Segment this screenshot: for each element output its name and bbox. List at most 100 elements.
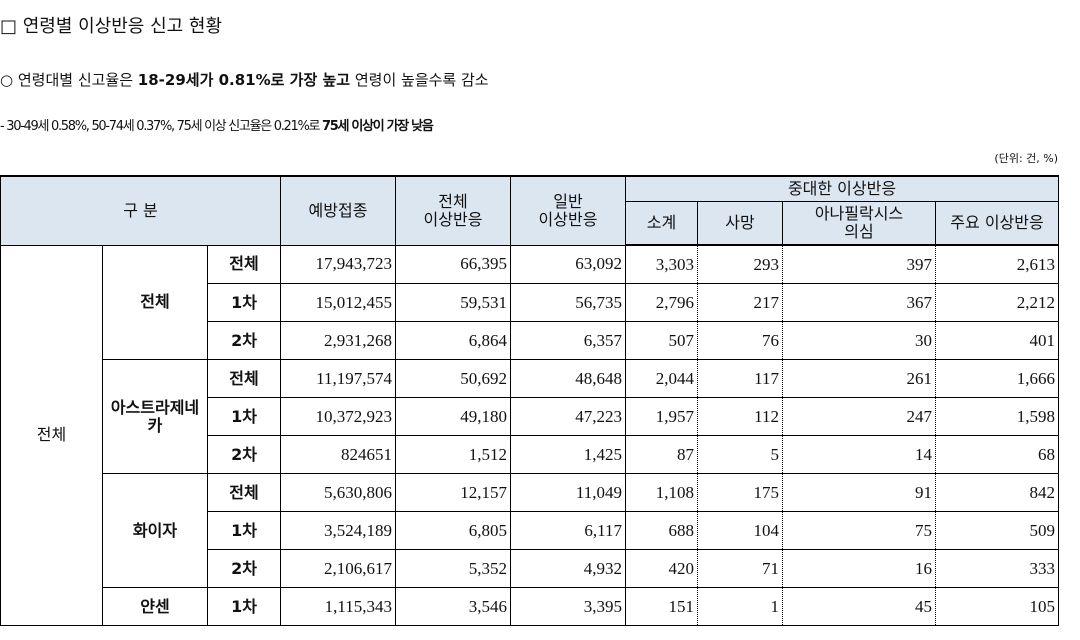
value-cell: 2,796 bbox=[625, 283, 698, 322]
value-cell: 112 bbox=[697, 397, 783, 436]
group-cell: 전체 bbox=[0, 244, 103, 626]
value-cell: 87 bbox=[625, 435, 698, 474]
header-cell: 전체 이상반응 bbox=[395, 175, 511, 246]
vaccine-cell: 아스트라제네 카 bbox=[102, 359, 208, 474]
value-cell: 509 bbox=[934, 511, 1060, 550]
vaccine-cell: 화이자 bbox=[102, 473, 208, 588]
header-cell: 구 분 bbox=[0, 175, 281, 246]
value-cell: 71 bbox=[697, 549, 783, 588]
dose-cell: 전체 bbox=[207, 359, 281, 398]
detail-text: - 30-49세 0.58%, 50-74세 0.37%, 75세 이상 신고율… bbox=[0, 119, 323, 134]
value-cell: 56,735 bbox=[510, 283, 626, 322]
report-table: 구 분 예방접종 전체 이상반응 일반 이상반응 중대한 이상반응 소계 사망 아나… bbox=[0, 175, 1060, 626]
value-cell: 30 bbox=[782, 321, 936, 360]
value-cell: 91 bbox=[782, 473, 936, 512]
heading: □ 연령별 이상반응 신고 현황 bbox=[0, 16, 223, 37]
value-cell: 1,598 bbox=[934, 397, 1060, 436]
value-cell: 117 bbox=[697, 359, 783, 398]
value-cell: 68 bbox=[934, 435, 1060, 474]
value-cell: 12,157 bbox=[395, 473, 511, 512]
table-row: 얀센 1차 1,115,343 3,546 3,395 151 1 45 105 bbox=[1, 587, 1060, 626]
header-cell: 사망 bbox=[697, 200, 783, 246]
value-cell: 49,180 bbox=[395, 397, 511, 436]
value-cell: 48,648 bbox=[510, 359, 626, 398]
dose-cell: 1차 bbox=[207, 587, 281, 626]
value-cell: 688 bbox=[625, 511, 698, 550]
table-row: 2차 2,106,617 5,352 4,932 420 71 16 333 bbox=[1, 549, 1060, 588]
value-cell: 2,044 bbox=[625, 359, 698, 398]
value-cell: 3,546 bbox=[395, 587, 511, 626]
value-cell: 4,932 bbox=[510, 549, 626, 588]
value-cell: 66,395 bbox=[395, 244, 511, 284]
table-row: 1차 10,372,923 49,180 47,223 1,957 112 247 1,598 bbox=[1, 397, 1060, 436]
detail: - 30-49세 0.58%, 50-74세 0.37%, 75세 이상 신고율… bbox=[0, 115, 434, 134]
value-cell: 6,805 bbox=[395, 511, 511, 550]
dose-cell: 2차 bbox=[207, 549, 281, 588]
value-cell: 217 bbox=[697, 283, 783, 322]
vaccine-cell: 얀센 bbox=[102, 587, 208, 626]
header-cell: 일반 이상반응 bbox=[510, 175, 626, 246]
value-cell: 50,692 bbox=[395, 359, 511, 398]
unit: (단위: 건, %) bbox=[994, 152, 1058, 165]
value-cell: 2,931,268 bbox=[280, 321, 396, 360]
value-cell: 367 bbox=[782, 283, 936, 322]
header-cell: 소계 bbox=[625, 200, 698, 246]
value-cell: 333 bbox=[934, 549, 1060, 588]
table-row: 화이자 전체 5,630,806 12,157 11,049 1,108 175 91 842 bbox=[1, 473, 1060, 588]
value-cell: 293 bbox=[697, 244, 783, 284]
value-cell: 17,943,723 bbox=[280, 244, 396, 284]
table-row: 전체 전체 전체 17,943,723 66,395 63,092 3,303 293 397 2… bbox=[0, 244, 1060, 626]
value-cell: 5,630,806 bbox=[280, 473, 396, 512]
value-cell: 397 bbox=[782, 244, 936, 284]
value-cell: 824651 bbox=[280, 435, 396, 474]
value-cell: 5 bbox=[697, 435, 783, 474]
value-cell: 59,531 bbox=[395, 283, 511, 322]
value-cell: 1,666 bbox=[934, 359, 1060, 398]
header-cell: 예방접종 bbox=[280, 175, 396, 246]
header-cell: 아나필락시스 의심 bbox=[782, 200, 936, 246]
table-row: 1차 15,012,455 59,531 56,735 2,796 217 367 2,212 bbox=[1, 283, 1060, 322]
dose-cell: 2차 bbox=[207, 435, 281, 474]
value-cell: 151 bbox=[625, 587, 698, 626]
summary: ○ 연령대별 신고율은 18-29세가 0.81%로 가장 높고 연령이 높을수… bbox=[0, 69, 489, 90]
value-cell: 14 bbox=[782, 435, 936, 474]
value-cell: 175 bbox=[697, 473, 783, 512]
value-cell: 5,352 bbox=[395, 549, 511, 588]
value-cell: 1 bbox=[697, 587, 783, 626]
summary-text: ○ 연령대별 신고율은 bbox=[0, 71, 138, 89]
value-cell: 1,512 bbox=[395, 435, 511, 474]
value-cell: 76 bbox=[697, 321, 783, 360]
dose-cell: 2차 bbox=[207, 321, 281, 360]
summary-bold: 18-29세가 0.81%로 가장 높고 bbox=[137, 71, 351, 89]
dose-cell: 1차 bbox=[207, 511, 281, 550]
value-cell: 6,357 bbox=[510, 321, 626, 360]
value-cell: 3,524,189 bbox=[280, 511, 396, 550]
value-cell: 1,425 bbox=[510, 435, 626, 474]
value-cell: 6,864 bbox=[395, 321, 511, 360]
value-cell: 104 bbox=[697, 511, 783, 550]
detail-bold: 75세 이상이 가장 낮음 bbox=[322, 119, 434, 134]
value-cell: 6,117 bbox=[510, 511, 626, 550]
value-cell: 105 bbox=[934, 587, 1060, 626]
table-row: 2차 824651 1,512 1,425 87 5 14 68 bbox=[1, 435, 1060, 474]
value-cell: 420 bbox=[625, 549, 698, 588]
value-cell: 3,303 bbox=[625, 244, 698, 284]
dose-cell: 전체 bbox=[207, 244, 281, 284]
value-cell: 11,197,574 bbox=[280, 359, 396, 398]
value-cell: 1,957 bbox=[625, 397, 698, 436]
value-cell: 507 bbox=[625, 321, 698, 360]
value-cell: 45 bbox=[782, 587, 936, 626]
dose-cell: 전체 bbox=[207, 473, 281, 512]
value-cell: 2,106,617 bbox=[280, 549, 396, 588]
dose-cell: 1차 bbox=[207, 397, 281, 436]
value-cell: 15,012,455 bbox=[280, 283, 396, 322]
value-cell: 2,212 bbox=[934, 283, 1060, 322]
value-cell: 47,223 bbox=[510, 397, 626, 436]
value-cell: 1,108 bbox=[625, 473, 698, 512]
value-cell: 11,049 bbox=[510, 473, 626, 512]
value-cell: 63,092 bbox=[510, 244, 626, 284]
summary-text: 연령이 높을수록 감소 bbox=[350, 71, 489, 89]
header-cell: 중대한 이상반응 bbox=[624, 175, 1060, 202]
table-row: 아스트라제네 카 전체 11,197,574 50,692 48,648 2,044 117… bbox=[1, 359, 1060, 474]
value-cell: 3,395 bbox=[510, 587, 626, 626]
